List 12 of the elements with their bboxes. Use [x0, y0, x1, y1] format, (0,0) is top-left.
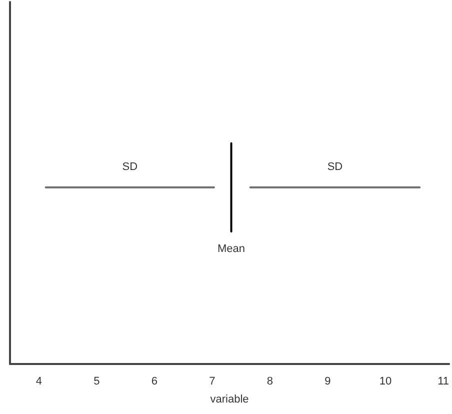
- x-tick-label: 8: [266, 376, 274, 388]
- x-tick-label: 6: [151, 376, 158, 388]
- series-label: Mean: [218, 243, 246, 256]
- x-axis-title: variable: [210, 394, 249, 406]
- x-tick-label: 11: [438, 376, 449, 388]
- x-tick-label: 5: [94, 376, 100, 388]
- x-tick-label: 10: [379, 376, 392, 388]
- x-tick-label: 4: [36, 376, 42, 388]
- x-tick-label: 7: [209, 376, 216, 388]
- series-label: SD: [327, 160, 343, 173]
- series-label: SD: [122, 160, 138, 173]
- x-tick-label: 9: [324, 376, 331, 388]
